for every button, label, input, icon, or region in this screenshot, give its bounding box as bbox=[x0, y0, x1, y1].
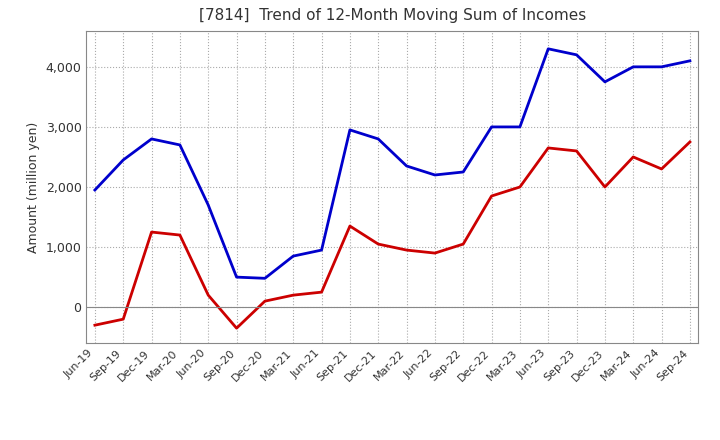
Y-axis label: Amount (million yen): Amount (million yen) bbox=[27, 121, 40, 253]
Net Income bbox=[261, 298, 269, 304]
Net Income bbox=[516, 184, 524, 190]
Net Income bbox=[346, 224, 354, 229]
Ordinary Income bbox=[204, 202, 212, 208]
Net Income bbox=[318, 290, 326, 295]
Net Income bbox=[289, 293, 297, 298]
Ordinary Income bbox=[233, 275, 241, 280]
Net Income bbox=[402, 247, 411, 253]
Ordinary Income bbox=[318, 247, 326, 253]
Line: Ordinary Income: Ordinary Income bbox=[95, 49, 690, 279]
Net Income bbox=[233, 326, 241, 331]
Ordinary Income bbox=[346, 127, 354, 132]
Net Income bbox=[685, 139, 694, 145]
Line: Net Income: Net Income bbox=[95, 142, 690, 328]
Ordinary Income bbox=[148, 136, 156, 142]
Ordinary Income bbox=[516, 124, 524, 129]
Net Income bbox=[572, 148, 581, 154]
Ordinary Income bbox=[459, 169, 467, 175]
Ordinary Income bbox=[657, 64, 666, 70]
Ordinary Income bbox=[91, 187, 99, 193]
Net Income bbox=[600, 184, 609, 190]
Ordinary Income bbox=[544, 46, 552, 51]
Net Income bbox=[629, 154, 637, 160]
Title: [7814]  Trend of 12-Month Moving Sum of Incomes: [7814] Trend of 12-Month Moving Sum of I… bbox=[199, 7, 586, 23]
Net Income bbox=[119, 316, 127, 322]
Net Income bbox=[459, 242, 467, 247]
Ordinary Income bbox=[685, 58, 694, 63]
Net Income bbox=[91, 323, 99, 328]
Ordinary Income bbox=[572, 52, 581, 58]
Net Income bbox=[374, 242, 382, 247]
Net Income bbox=[204, 293, 212, 298]
Ordinary Income bbox=[176, 142, 184, 147]
Ordinary Income bbox=[374, 136, 382, 142]
Net Income bbox=[148, 229, 156, 235]
Ordinary Income bbox=[289, 253, 297, 259]
Net Income bbox=[431, 250, 439, 256]
Ordinary Income bbox=[487, 124, 496, 129]
Ordinary Income bbox=[600, 79, 609, 84]
Net Income bbox=[544, 145, 552, 150]
Net Income bbox=[487, 193, 496, 198]
Ordinary Income bbox=[629, 64, 637, 70]
Ordinary Income bbox=[431, 172, 439, 178]
Ordinary Income bbox=[261, 276, 269, 281]
Ordinary Income bbox=[119, 158, 127, 163]
Net Income bbox=[657, 166, 666, 172]
Ordinary Income bbox=[402, 163, 411, 169]
Net Income bbox=[176, 232, 184, 238]
